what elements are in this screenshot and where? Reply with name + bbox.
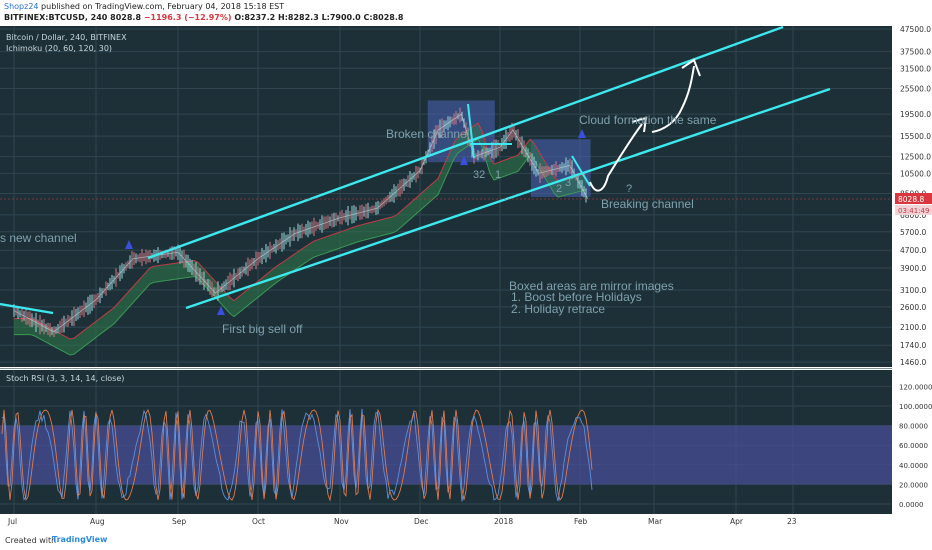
rsi-tick-label: 0.0000 [899,501,924,509]
indicator-label: Ichimoku (20, 60, 120, 30) [6,44,112,53]
time-tick-label: Jul [7,517,17,526]
symbol-label: BITFINEX:BTCUSD, 240 [4,13,108,22]
chart-annotation: Boxed areas are mirror images [509,279,674,293]
cloud-span-a [14,122,587,340]
price-line [13,113,589,333]
created-with-label: Created with [5,536,57,545]
chart-annotation: Cloud formation the same [579,113,717,127]
price-tick-label: 19500.0 [900,110,931,119]
close-value: C:8028.8 [363,13,404,22]
price-tick-label: 47500.0 [900,25,931,34]
chart-annotation: 2 [556,183,562,195]
price-tick-label: 2600.0 [900,303,926,312]
price-tick-label: 37500.0 [900,48,931,57]
chart-annotation: 2. Holiday retrace [511,302,605,316]
price-tick-label: 3100.0 [900,286,926,295]
price-tag-label: 8028.8 [898,195,924,204]
cloud-area [14,123,586,356]
price-tick-label: 31500.0 [900,64,931,73]
price-tick-label: 10500.0 [900,169,931,178]
channel-line [147,25,784,260]
high-value: H:8282.3 [278,13,319,22]
chart-header: Shopz24 published on TradingView.com, Fe… [0,0,932,26]
chart-annotation: ? [626,183,632,195]
tradingview-logo[interactable]: TradingView [52,535,108,544]
price-tick-label: 2100.0 [900,323,926,332]
chart-annotation: 3 [565,177,571,189]
rsi-tick-label: 40.0000 [899,462,928,470]
rsi-title: Stoch RSI (3, 3, 14, 14, close) [6,374,124,383]
price-tick-label: 3900.0 [900,264,926,273]
open-value: O:8237.2 [234,13,276,22]
arrow-marker [217,306,225,315]
rsi-tick-label: 20.0000 [899,481,928,489]
publish-line: Shopz24 published on TradingView.com, Fe… [4,2,284,11]
publish-info: published on TradingView.com, February 0… [41,2,285,11]
time-tick-label: Nov [334,517,349,526]
old-channel-line [0,302,54,315]
projection-arrow-head [681,58,701,77]
ichimoku-cloud [14,122,587,356]
price-pane-bg [0,26,892,367]
footer-bar: Created with TradingView [0,531,932,550]
rsi-d-line [1,408,593,502]
rsi-tick-label: 60.0000 [899,442,928,450]
timer-tag [895,204,932,215]
chart-annotation: Breaking channel [601,197,694,211]
rsi-tick-label: 100.0000 [899,403,932,411]
drawn-line [571,155,591,187]
chart-title: Bitcoin / Dollar, 240, BITFINEX [6,33,127,42]
time-tick-label: 2018 [494,517,513,526]
price-change: −1196.3 (−12.97%) [143,13,232,22]
price-tick-label: 12500.0 [900,153,931,162]
rsi-tick-label: 80.0000 [899,423,928,431]
drawn-line [467,103,475,159]
time-tick-label: Aug [90,517,105,526]
chart-annotation: s new channel [0,231,77,245]
chart-annotation: Broken channel [386,127,469,141]
price-tick-label: 5700.0 [900,228,926,237]
arrow-marker [460,156,468,165]
time-tick-label: Mar [648,517,663,526]
author-link[interactable]: Shopz24 [4,2,39,11]
rsi-tick-label: 120.0000 [899,383,932,391]
last-price: 8028.8 [110,13,142,22]
rsi-k-line [1,408,593,502]
price-tick-label: 1740.0 [900,341,926,350]
low-value: L:7900.0 [321,13,361,22]
price-tick-label: 4700.0 [900,246,926,255]
time-tick-label: Sep [172,517,186,526]
cloud-span-b [14,138,587,356]
time-tick-label: Apr [730,517,744,526]
chart-annotation: 32 [473,169,485,181]
time-tick-label: Feb [574,517,588,526]
arrow-marker [578,129,586,138]
projection-arrow-head [631,116,648,133]
time-tick-label: 23 [787,517,797,526]
arrow-marker [125,240,133,249]
timer-tag-label: 03:41:49 [898,207,929,215]
time-tick-label: Dec [414,517,429,526]
channel-line [185,87,831,310]
price-tag [895,192,932,204]
price-tick-label: 15500.0 [900,132,931,141]
chart-annotation: First big sell off [222,322,303,336]
time-tick-label: Oct [252,517,265,526]
price-tick-label: 1460.0 [900,358,926,367]
chart-annotation: 1. Boost before Holidays [511,290,642,304]
price-axis-bg [892,26,932,516]
price-tick-label: 25500.0 [900,84,931,93]
projection-arrow [589,123,643,192]
chart-annotation: 1 [495,169,501,181]
price-tick-label: 6800.0 [900,211,926,220]
projection-arrow [651,65,695,133]
ohlc-line: BITFINEX:BTCUSD, 240 8028.8 −1196.3 (−12… [4,13,403,22]
